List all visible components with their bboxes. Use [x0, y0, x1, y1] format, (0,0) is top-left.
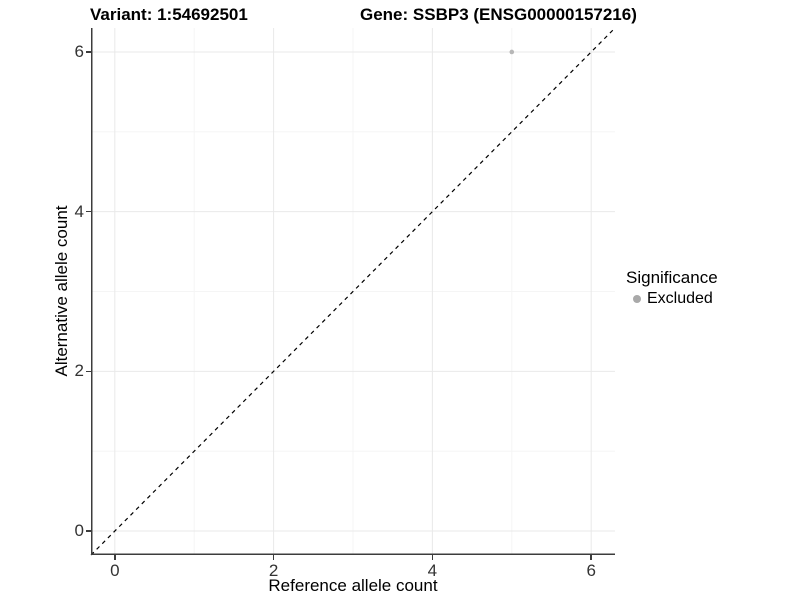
legend-item: Excluded	[626, 290, 718, 308]
y-tick-label: 4	[74, 201, 84, 221]
legend-title: Significance	[626, 268, 718, 287]
x-tick-mark	[590, 555, 592, 560]
plot-canvas	[90, 27, 616, 556]
legend: Significance Excluded	[626, 268, 718, 308]
legend-item-label: Excluded	[647, 290, 713, 307]
x-tick-mark	[114, 555, 116, 560]
x-tick-label: 6	[586, 561, 596, 580]
y-axis-label: Alternative allele count	[52, 205, 71, 377]
identity-line	[90, 27, 616, 556]
plot-title-gene: Gene: SSBP3 (ENSG00000157216)	[360, 5, 637, 24]
y-tick-mark	[86, 370, 91, 373]
x-axis-label: Reference allele count	[268, 576, 438, 595]
y-tick-mark	[86, 51, 91, 53]
legend-items: Excluded	[626, 290, 718, 308]
x-tick-label: 2	[268, 561, 279, 580]
x-tick-mark	[272, 555, 275, 560]
x-tick-mark	[431, 555, 434, 560]
legend-point-icon	[633, 295, 641, 303]
y-tick-label: 6	[74, 41, 84, 61]
x-tick-label: 4	[427, 561, 438, 580]
x-tick-label: 0	[110, 561, 120, 580]
plot-title-variant: Variant: 1:54692501	[90, 5, 248, 24]
data-point	[509, 49, 515, 55]
y-tick-label: 0	[74, 521, 84, 541]
plot-panel	[90, 27, 616, 556]
y-tick-label: 2	[74, 361, 84, 381]
y-tick-mark	[86, 530, 91, 532]
y-tick-mark	[86, 210, 91, 213]
